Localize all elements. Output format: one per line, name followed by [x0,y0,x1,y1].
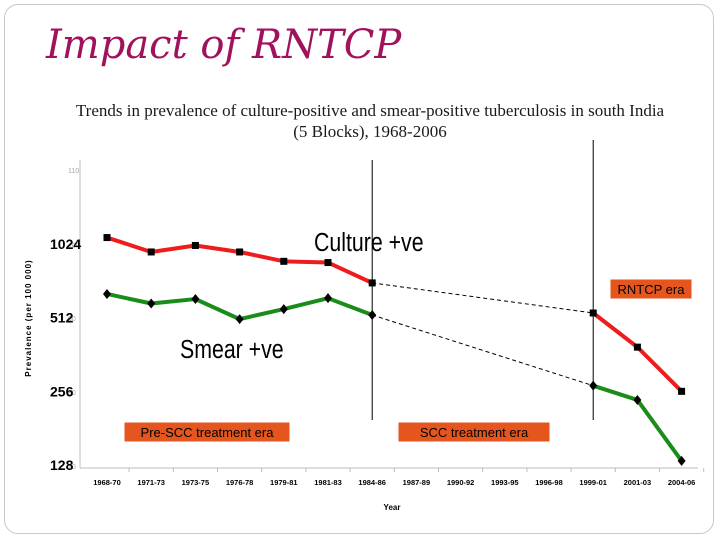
x-axis-title: Year [384,503,401,512]
x-tick-label: 1990-92 [447,478,475,487]
data-point [236,248,244,256]
faint-y-tick: 100 [68,243,80,250]
slide-title: Impact of RNTCP [46,22,402,68]
smear-series-label: Smear +ve [180,335,284,365]
y-axis-ticks: 1024 512 256 128 [50,236,81,473]
y-axis-title: Prevalence (per 100 000) [24,259,33,376]
subtitle-line-1: Trends in prevalence of culture-positive… [75,101,665,120]
slide-subtitle: Trends in prevalence of culture-positive… [20,100,720,142]
data-point [103,234,111,242]
slide-frame [4,4,714,534]
y-tick-label: 128 [50,457,74,473]
era-dividers [371,140,594,420]
x-tick-label: 1987-89 [403,478,431,487]
pre-scc-era-label: Pre-SCC treatment era [123,421,291,443]
x-tick-label: 1973-75 [182,478,210,487]
data-point [589,380,598,391]
data-point [279,304,288,315]
annotations: Pre-SCC treatment era SCC treatment era RN… [123,278,693,443]
data-point [147,248,155,256]
era-label-box [397,421,551,443]
y-tick-label: 512 [50,310,74,326]
x-tick-label: 1981-83 [314,478,342,487]
era-label-box [123,421,291,443]
x-tick-label: 2004-06 [668,478,696,487]
rntcp-era-label: RNTCP era [609,278,693,300]
series-group [103,234,686,466]
x-tick-label: 1979-81 [270,478,298,487]
data-point [103,288,111,299]
data-point [235,314,244,325]
gap-dashed-line [372,282,594,314]
plot-frame [79,160,698,469]
x-tick-label: 1993-95 [491,478,519,487]
culture-series [103,234,686,395]
data-point [324,293,332,304]
data-point [324,259,332,267]
faint-y-tick: 70 [68,464,76,471]
scc-era-label: SCC treatment era [397,421,551,443]
subtitle-line-2: (5 Blocks), 1968-2006 [293,122,447,141]
x-tick-label: 1996-98 [535,478,563,487]
data-point [633,343,641,351]
faint-y-tick: 80 [68,390,76,397]
data-point [678,387,686,395]
era-label-text: Pre-SCC treatment era [141,425,275,440]
x-tick-label: 1971-73 [137,478,165,487]
data-point [677,455,686,466]
x-tick-label: 1968-70 [93,478,121,487]
x-tick-label: 1976-78 [226,478,254,487]
culture-series-label: Culture +ve [314,228,424,258]
smear-series [103,288,686,466]
data-point [191,241,199,249]
data-point [280,257,288,265]
gap-dashed-line [372,314,594,387]
x-tick-label: 2001-03 [624,478,652,487]
data-point [368,279,376,287]
x-tick-label: 1999-01 [579,478,607,487]
era-label-text: SCC treatment era [420,425,529,440]
data-point [368,310,377,321]
x-tick-label: 1984-86 [358,478,386,487]
faint-y-ticks: 110 100 90 80 70 [68,168,80,471]
x-axis-ticks: 1968-70 1971-73 1973-75 1976-78 1979-81 1981-… [93,468,705,487]
era-label-box [609,278,693,300]
series-line [591,311,684,393]
data-point [191,294,200,305]
data-point [147,298,156,309]
y-tick-label: 256 [50,383,74,399]
data-point [633,394,642,405]
y-tick-label: 1024 [50,236,81,252]
faint-y-tick: 110 [68,168,79,175]
faint-y-tick: 90 [68,316,76,323]
era-label-text: RNTCP era [618,282,686,297]
data-point [589,309,597,317]
